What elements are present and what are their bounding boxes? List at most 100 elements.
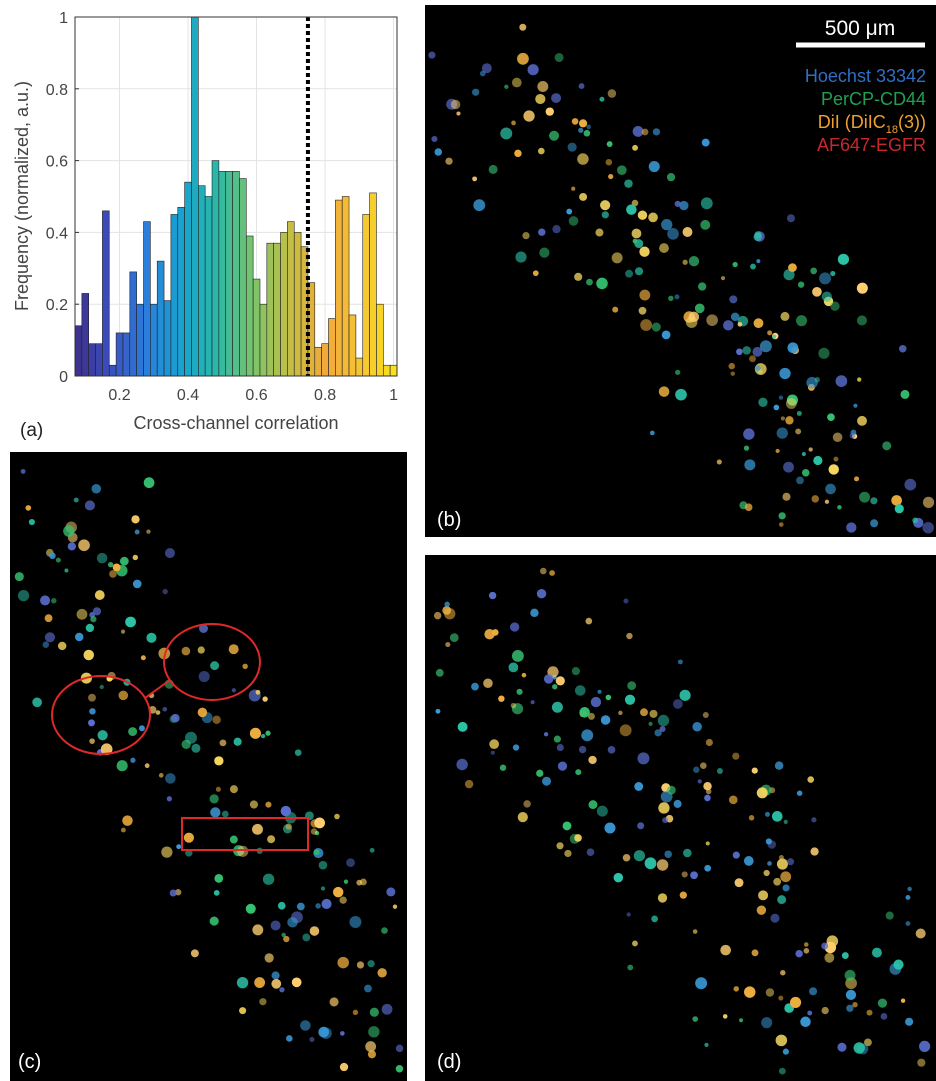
cell	[705, 738, 713, 747]
cell	[704, 864, 712, 872]
cell	[694, 303, 705, 314]
cell	[856, 282, 868, 294]
cell	[515, 251, 527, 263]
cell	[623, 598, 629, 604]
cell	[654, 729, 662, 737]
bar	[115, 332, 124, 377]
bar	[389, 364, 398, 377]
cell	[733, 986, 739, 992]
cell	[262, 873, 275, 885]
cell	[340, 1031, 345, 1036]
cell	[229, 785, 238, 794]
cell	[343, 879, 349, 884]
cell	[367, 1050, 376, 1059]
cell	[811, 817, 817, 823]
cell	[395, 1044, 404, 1053]
cell	[729, 295, 738, 304]
cell	[767, 330, 773, 336]
cell	[856, 315, 867, 326]
cell	[600, 715, 611, 725]
cell	[756, 259, 761, 264]
cell	[720, 944, 731, 956]
cell	[359, 878, 367, 886]
cell	[349, 915, 362, 928]
cell	[291, 977, 302, 988]
cell	[732, 851, 740, 859]
cell	[811, 495, 819, 503]
cell	[536, 588, 547, 599]
cell	[605, 158, 613, 166]
cell	[125, 616, 136, 628]
cell	[632, 238, 638, 244]
cell	[922, 496, 935, 508]
bar	[321, 343, 329, 377]
y-tick-label: 1	[59, 10, 68, 27]
cell	[780, 871, 792, 883]
cell	[63, 525, 75, 537]
cell	[854, 476, 860, 482]
plot-frame	[74, 16, 398, 377]
cell	[309, 1036, 315, 1043]
y-tick-label: 0.6	[46, 154, 68, 171]
cell	[197, 646, 205, 654]
cell	[662, 817, 669, 824]
cell	[450, 99, 461, 110]
cell	[242, 663, 248, 670]
cell	[595, 228, 604, 237]
cell	[702, 712, 709, 718]
cell	[433, 611, 442, 620]
cell	[537, 81, 549, 92]
cell	[701, 138, 710, 147]
cell	[287, 917, 298, 928]
cell	[310, 828, 318, 835]
cell	[132, 579, 142, 589]
cell	[91, 484, 102, 494]
cell	[473, 199, 486, 212]
cell	[511, 77, 522, 88]
cell	[209, 916, 219, 926]
cell	[456, 111, 461, 116]
cell	[279, 987, 285, 993]
cell	[765, 838, 772, 845]
cell	[161, 846, 173, 858]
cell	[209, 794, 219, 804]
cell	[122, 815, 133, 826]
cell	[562, 821, 572, 831]
cell	[693, 766, 700, 773]
cell	[649, 430, 655, 436]
cell	[732, 261, 738, 268]
cell	[219, 739, 227, 747]
cell	[144, 763, 150, 769]
cell	[428, 51, 436, 59]
image-c	[10, 452, 407, 1081]
bar	[102, 210, 110, 377]
cell	[190, 949, 199, 958]
cell	[146, 529, 151, 534]
cell	[756, 787, 768, 799]
cell	[314, 817, 326, 829]
bar	[239, 178, 247, 377]
cell	[543, 732, 549, 737]
cell	[183, 832, 194, 843]
cell	[265, 801, 272, 808]
cell	[744, 459, 756, 471]
cell	[771, 334, 777, 339]
cell	[704, 794, 711, 802]
cell	[640, 319, 653, 331]
cell	[483, 678, 493, 689]
bar	[328, 318, 336, 377]
cell	[608, 173, 614, 180]
cell	[632, 940, 638, 947]
cell	[94, 590, 105, 600]
cell	[262, 696, 268, 702]
cell	[779, 367, 791, 380]
cell	[213, 889, 220, 896]
cell	[181, 646, 191, 656]
cell	[787, 342, 799, 354]
cell	[675, 369, 681, 375]
cell	[571, 118, 579, 125]
cell	[611, 252, 623, 264]
cell	[249, 800, 259, 809]
cell	[783, 461, 794, 473]
cell	[905, 894, 911, 900]
